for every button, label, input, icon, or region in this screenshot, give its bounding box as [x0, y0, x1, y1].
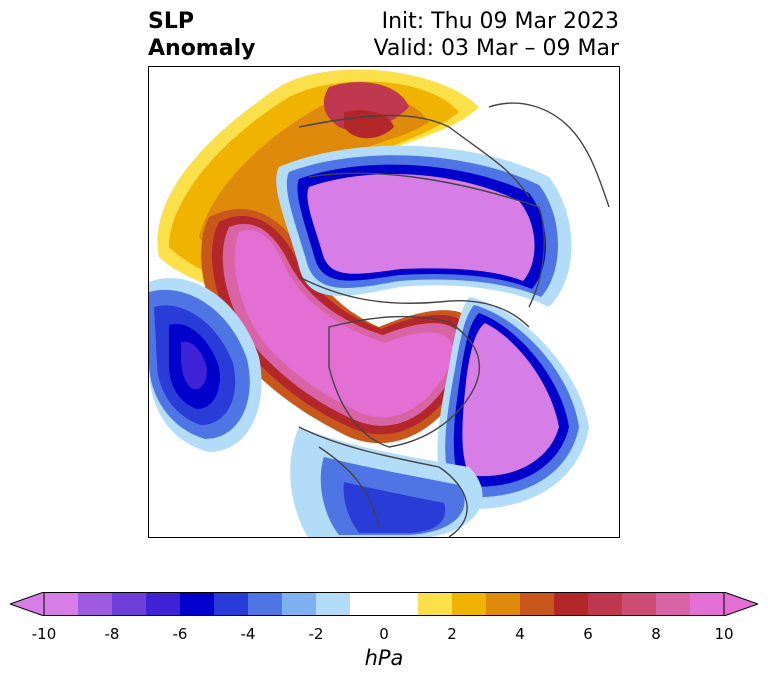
colorbar-cell: [180, 592, 215, 616]
map-panel: [148, 66, 620, 538]
colorbar-cell: [350, 592, 385, 616]
map-subtitle: Init: Thu 09 Mar 2023 Valid: 03 Mar – 09…: [374, 8, 619, 62]
colorbar-cell: [112, 592, 147, 616]
colorbar-cell: [656, 592, 691, 616]
init-date-label: Init: Thu 09 Mar 2023: [381, 9, 619, 34]
colorbar-tick-label: -2: [308, 625, 324, 643]
colorbar-tick-label: 0: [379, 625, 389, 643]
colorbar-cell: [316, 592, 351, 616]
colorbar-cell: [622, 592, 657, 616]
colorbar-cell: [418, 592, 453, 616]
colorbar-over-extend: [723, 592, 758, 616]
colorbar-cell: [520, 592, 555, 616]
colorbar-tick-label: 8: [651, 625, 661, 643]
colorbar-outline: [43, 592, 725, 616]
colorbar-tick-label: -6: [172, 625, 188, 643]
valid-range-label: Valid: 03 Mar – 09 Mar: [373, 36, 619, 61]
colorbar-tick-label: 2: [447, 625, 457, 643]
colorbar-under-extend: [10, 592, 45, 616]
colorbar-cell: [588, 592, 623, 616]
colorbar-cell: [44, 592, 79, 616]
colorbar-tick-label: -10: [31, 625, 57, 643]
colorbar-cell: [146, 592, 181, 616]
colorbar-cell: [452, 592, 487, 616]
colorbar-cell: [554, 592, 589, 616]
colorbar-cell: [486, 592, 521, 616]
title-variable-line2: Anomaly: [148, 36, 256, 61]
title-variable-line1: SLP: [148, 9, 194, 34]
colorbar-cell: [282, 592, 317, 616]
colorbar: [10, 592, 758, 616]
colorbar-tick-label: 10: [714, 625, 734, 643]
colorbar-cell: [78, 592, 113, 616]
coastlines-layer: [298, 102, 610, 537]
colorbar-tick-label: 6: [583, 625, 593, 643]
colorbar-cell: [214, 592, 249, 616]
map-title: SLP Anomaly: [148, 8, 255, 62]
colorbar-tick-label: -4: [240, 625, 256, 643]
positive-anomaly-region: [157, 69, 481, 444]
colorbar-unit-label: hPa: [364, 646, 404, 670]
colorbar-cell: [248, 592, 283, 616]
colorbar-cell: [384, 592, 419, 616]
colorbar-tick-label: -8: [104, 625, 120, 643]
colorbar-tick-label: 4: [515, 625, 525, 643]
colorbar-cells: [44, 592, 725, 616]
anomaly-map: [149, 69, 610, 537]
colorbar-cell: [690, 592, 725, 616]
